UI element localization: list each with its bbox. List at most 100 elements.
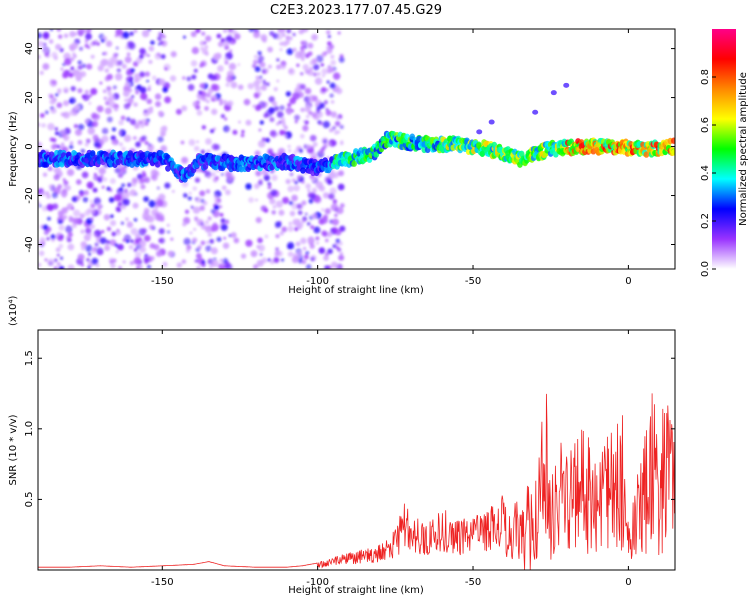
heatmap-cell — [175, 108, 182, 115]
heatmap-cell — [230, 81, 238, 89]
heatmap-cell — [238, 120, 241, 124]
heatmap-cell — [106, 226, 112, 232]
heatmap-cell — [325, 107, 329, 111]
heatmap-cell — [61, 188, 68, 195]
heatmap-cell — [189, 231, 193, 235]
heatmap-cell — [257, 51, 262, 56]
heatmap-cell — [80, 241, 87, 248]
heatmap-cell — [259, 252, 263, 257]
heatmap-cell — [84, 119, 90, 124]
heatmap-cell — [99, 59, 107, 67]
heatmap-cell — [190, 31, 197, 38]
heatmap-cell — [281, 120, 286, 124]
heatmap-cell — [49, 98, 56, 105]
heatmap-cell — [294, 51, 303, 59]
heatmap-cell — [252, 264, 259, 269]
heatmap-cell — [299, 83, 306, 90]
heatmap-cell — [44, 110, 49, 115]
heatmap-cell — [274, 221, 282, 228]
heatmap-cell — [89, 42, 94, 47]
heatmap-cell — [150, 40, 155, 46]
heatmap-cell — [126, 221, 134, 228]
heatmap-cell — [101, 185, 105, 189]
heatmap-cell — [209, 129, 215, 134]
heatmap-cell — [261, 137, 266, 142]
heatmap-cell — [151, 75, 157, 81]
heatmap-cell — [327, 142, 332, 147]
heatmap-speckle — [38, 29, 346, 269]
heatmap-cell — [115, 46, 119, 50]
heatmap-cell — [123, 234, 131, 242]
heatmap-cell — [147, 144, 155, 151]
heatmap-cell — [250, 250, 258, 258]
heatmap-cell — [184, 209, 190, 214]
heatmap-cell — [307, 42, 314, 49]
heatmap-cell — [299, 133, 305, 139]
heatmap-cell — [132, 202, 139, 209]
heatmap-cell — [321, 74, 325, 78]
heatmap-cell — [171, 189, 175, 193]
heatmap-cell — [38, 32, 43, 39]
heatmap-cell — [319, 149, 325, 155]
heatmap-cell — [118, 131, 123, 136]
heatmap-cell — [304, 106, 311, 113]
heatmap-cell — [305, 264, 312, 269]
heatmap-cell — [267, 181, 271, 186]
heatmap-cell — [311, 33, 318, 41]
heatmap-cell — [330, 261, 338, 269]
heatmap-cell — [85, 138, 91, 144]
heatmap-cell — [309, 134, 317, 142]
heatmap-cell — [164, 67, 168, 71]
heatmap-cell — [229, 40, 235, 45]
heatmap-cell — [322, 192, 330, 199]
heatmap-cell — [84, 43, 89, 48]
heatmap-cell — [116, 68, 122, 73]
heatmap-cell — [88, 252, 92, 256]
heatmap-cell — [211, 172, 216, 177]
heatmap-cell — [81, 63, 87, 69]
heatmap-cell — [56, 261, 61, 267]
heatmap-cell — [221, 185, 227, 191]
heatmap-cell — [134, 86, 141, 92]
heatmap-cell — [194, 259, 198, 263]
heatmap-cell — [532, 109, 539, 115]
heatmap-cell — [331, 125, 337, 131]
heatmap-cell — [186, 76, 192, 82]
heatmap-cell — [260, 34, 268, 41]
heatmap-cell — [213, 194, 218, 199]
heatmap-cell — [155, 101, 162, 108]
heatmap-cell — [67, 264, 75, 269]
heatmap-cell — [296, 63, 300, 67]
heatmap-cell — [96, 105, 104, 113]
heatmap-cell — [207, 175, 211, 179]
heatmap-cell — [320, 216, 328, 224]
heatmap-cell — [112, 87, 116, 90]
heatmap-cell — [89, 223, 96, 230]
y-tick-label: 1.0 — [24, 421, 35, 437]
heatmap-cell — [57, 88, 62, 93]
heatmap-cell — [224, 60, 229, 65]
heatmap-cell — [220, 218, 226, 224]
heatmap-cell — [339, 124, 344, 130]
heatmap-cell — [95, 263, 100, 268]
heatmap-cell — [118, 142, 123, 147]
heatmap-cell — [160, 126, 168, 133]
heatmap-cell — [139, 176, 146, 184]
heatmap-cell — [141, 135, 147, 141]
heatmap-cell — [287, 144, 291, 149]
heatmap-cell — [89, 94, 93, 98]
heatmap-cell — [334, 228, 342, 236]
heatmap-cell — [321, 230, 327, 237]
heatmap-cell — [65, 206, 69, 210]
heatmap-cell — [84, 89, 90, 95]
heatmap-cell — [159, 40, 164, 45]
heatmap-cell — [302, 64, 309, 71]
heatmap-cell — [329, 93, 334, 98]
heatmap-cell — [233, 237, 240, 244]
heatmap-cell — [225, 75, 234, 83]
heatmap-cell — [86, 181, 94, 189]
heatmap-cell — [127, 97, 134, 104]
heatmap-cell — [94, 233, 98, 238]
heatmap-cell — [289, 210, 296, 217]
heatmap-cell — [56, 29, 62, 32]
